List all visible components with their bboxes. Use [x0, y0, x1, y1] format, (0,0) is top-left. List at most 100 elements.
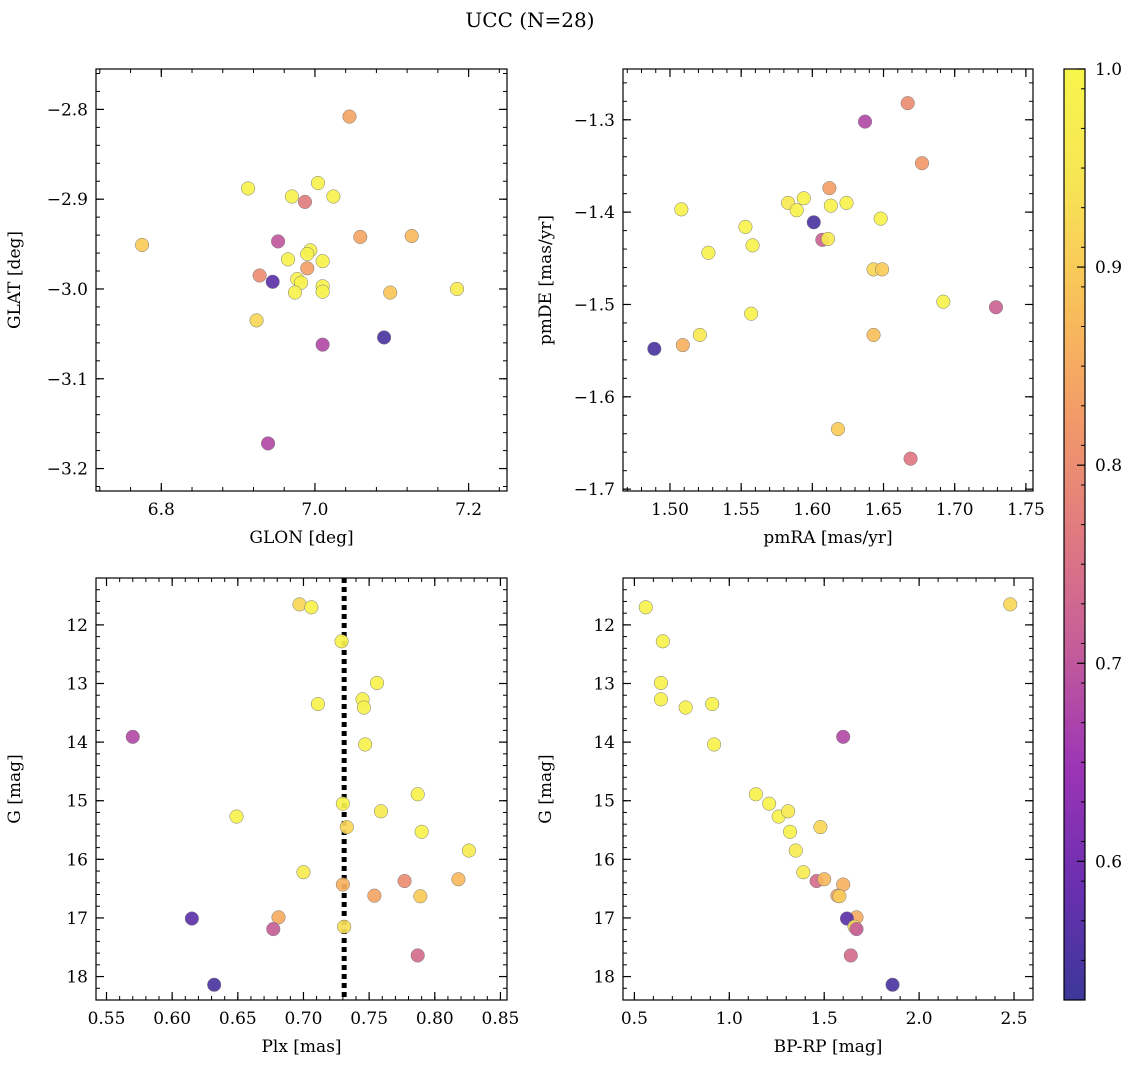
y-tick-label: 16	[593, 850, 615, 870]
y-tick-label: 15	[66, 792, 88, 812]
scatter-point	[292, 597, 307, 612]
x-tick-label: 0.85	[482, 1009, 520, 1029]
scatter-point	[300, 261, 315, 276]
scatter-point	[265, 274, 280, 289]
y-tick-label: −1.7	[574, 480, 615, 500]
scatter-point	[1003, 597, 1018, 612]
scatter-point	[745, 238, 760, 253]
colorbar-tick-label: 0.6	[1095, 852, 1122, 872]
scatter-point	[817, 872, 832, 887]
scatter-point	[638, 600, 653, 615]
scatter-point	[413, 889, 428, 904]
scatter-point	[461, 843, 476, 858]
y-tick-label: −2.9	[47, 190, 88, 210]
scatter-point	[701, 245, 716, 260]
y-tick-label: −1.4	[574, 203, 615, 223]
scatter-point	[135, 237, 150, 253]
x-tick-label: 1.75	[1007, 500, 1045, 520]
panel-3: 0.55 0.60 0.65 0.70 0.75 0.80 0.85 12 13 14 15 16 17…	[5, 577, 520, 1057]
panel-4: 0.5 1.0 1.5 2.0 2.5 12 13 14 15 16 17 18 BP-RP [mag]…	[536, 577, 1034, 1057]
scatter-point	[903, 451, 918, 466]
y-tick-label: −2.8	[47, 100, 88, 120]
scatter-point	[326, 189, 341, 204]
x-tick-label: 0.80	[416, 1009, 454, 1029]
colorbar-tick-label: 1.0	[1095, 60, 1122, 80]
x-tick-label: 1.5	[811, 1009, 838, 1029]
y-tick-label: 18	[66, 968, 88, 988]
y-tick-label: 17	[66, 909, 88, 929]
scatter-point	[836, 729, 851, 744]
scatter-point	[914, 156, 930, 171]
y-tick-label: −3.1	[47, 370, 88, 390]
scatter-point	[410, 787, 425, 802]
scatter-point	[885, 977, 900, 992]
scatter-point	[843, 948, 858, 963]
scatter-point	[748, 787, 763, 802]
x-tick-label: 1.0	[716, 1009, 743, 1029]
y-tick-label: 12	[593, 616, 615, 636]
scatter-point	[342, 109, 357, 124]
colorbar-tick-label: 0.9	[1095, 258, 1122, 278]
scatter-point	[334, 634, 349, 649]
x-tick-label: 1.60	[793, 500, 831, 520]
scatter-point	[414, 824, 429, 839]
scatter-point	[738, 219, 753, 234]
scatter-point	[315, 254, 330, 269]
panel-1: 6.8 7.0 7.2 −2.8 −2.9 −3.0 −3.1 −3.2 GLON [deg] G…	[5, 68, 508, 548]
scatter-point	[252, 268, 267, 283]
x-tick-label: 1.50	[651, 500, 689, 520]
x-tick-label: 0.60	[153, 1009, 191, 1029]
axes-frame	[622, 577, 1034, 1001]
y-axis-label: G [mag]	[5, 754, 25, 823]
scatter-point	[335, 877, 350, 892]
scatter-point	[988, 300, 1004, 315]
scatter-point	[839, 195, 854, 210]
x-tick-label: 0.65	[219, 1009, 257, 1029]
scatter-point	[404, 228, 419, 244]
scatter-point	[849, 922, 864, 937]
figure-title: UCC (N=28)	[465, 8, 594, 32]
scatter-point	[383, 285, 398, 300]
scatter-point	[358, 737, 373, 752]
y-tick-label: 14	[66, 733, 88, 753]
x-tick-label: 1.55	[722, 500, 760, 520]
scatter-point	[762, 796, 777, 811]
scatter-point	[782, 824, 798, 839]
scatter-point	[397, 873, 412, 889]
x-axis-label: BP-RP [mag]	[774, 1037, 883, 1057]
scatter-point	[653, 675, 669, 690]
colorbar-frame	[1063, 68, 1086, 1001]
colorbar-tick-label: 0.7	[1095, 654, 1122, 674]
scatter-point	[707, 737, 722, 752]
scatter-point	[373, 804, 388, 819]
scatter-point	[796, 191, 811, 206]
x-tick-label: 7.0	[301, 500, 328, 520]
x-tick-label: 1.65	[865, 500, 903, 520]
scatter-point	[796, 865, 811, 880]
y-axis-label: G [mag]	[536, 754, 556, 823]
scatter-point	[249, 313, 264, 328]
y-tick-label: −1.6	[574, 388, 615, 408]
scatter-point	[297, 194, 313, 209]
y-tick-label: −3.2	[47, 460, 88, 480]
scatter-point	[820, 231, 836, 246]
scatter-point	[653, 692, 669, 707]
scatter-point	[674, 202, 689, 217]
scatter-point	[830, 422, 846, 437]
scatter-point	[310, 696, 325, 712]
scatter-point	[675, 338, 690, 353]
x-axis-label: GLON [deg]	[249, 528, 353, 548]
scatter-point	[353, 229, 368, 244]
scatter-point	[271, 234, 286, 249]
scatter-point	[857, 114, 873, 129]
scatter-point	[335, 796, 350, 811]
scatter-point	[936, 294, 951, 309]
y-tick-label: 13	[66, 675, 88, 695]
scatter-point	[744, 306, 759, 321]
y-axis-label: pmDE [mas/yr]	[536, 215, 556, 345]
scatter-point	[873, 211, 888, 226]
scatter-point	[822, 181, 837, 196]
scatter-point	[266, 922, 281, 937]
